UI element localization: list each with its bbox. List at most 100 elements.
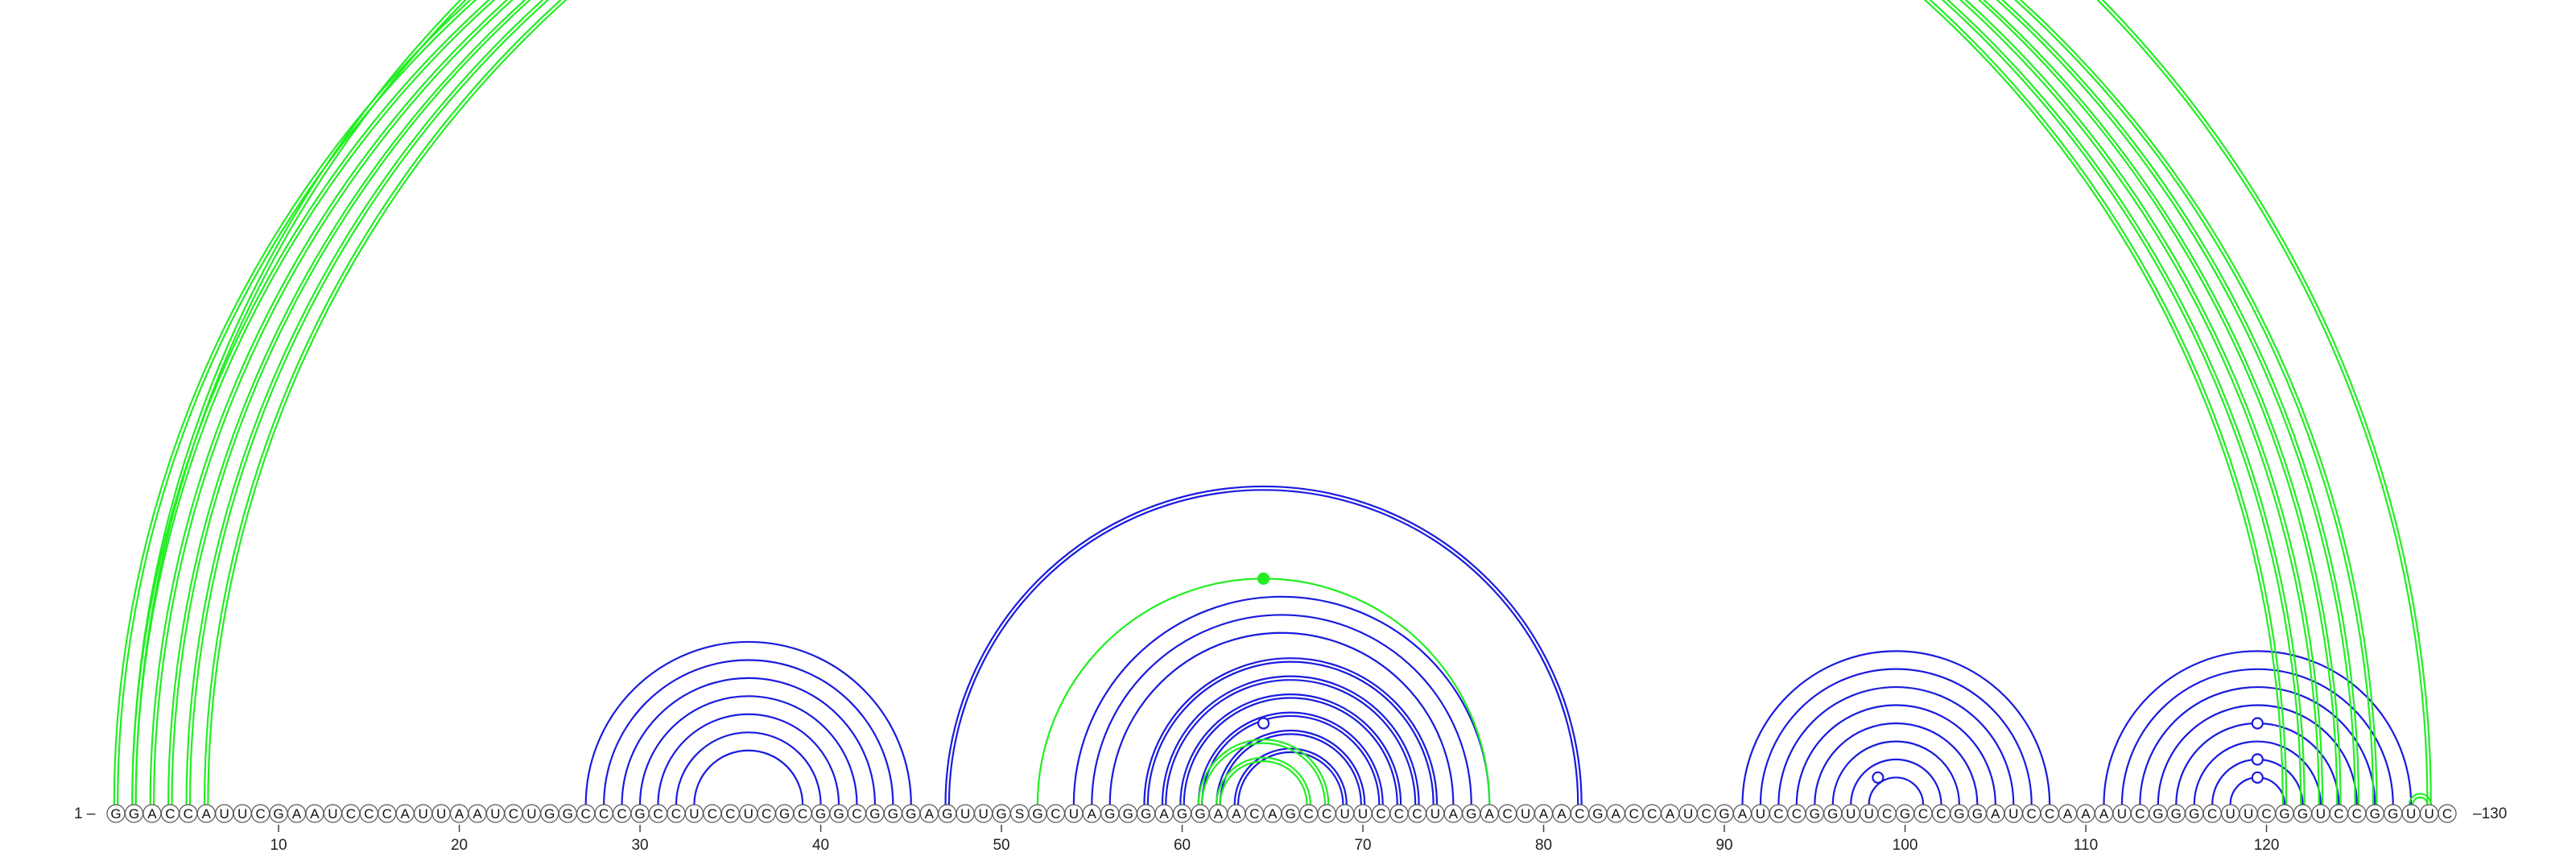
- nucleotide: A: [395, 804, 415, 823]
- nucleotide: A: [142, 804, 162, 823]
- nucleotide: C: [1498, 804, 1517, 823]
- nucleotide: G: [540, 804, 559, 823]
- sequence-start-label: 1 –: [74, 805, 96, 822]
- arc-blue-31-41: [657, 713, 840, 805]
- nucleotide: A: [2076, 804, 2095, 823]
- arc-blue-98-101: [1868, 776, 1925, 805]
- nucleotide: C: [2040, 804, 2059, 823]
- nucleotide: G: [1715, 804, 1734, 823]
- nucleotide-letter: C: [1773, 806, 1783, 822]
- nucleotide-letter: C: [1412, 806, 1422, 822]
- nucleotide: C: [793, 804, 812, 823]
- nucleotide: C: [2438, 804, 2457, 823]
- nucleotide-letter: G: [2189, 806, 2199, 822]
- nucleotide-letter: U: [328, 806, 337, 822]
- nucleotide-letter: G: [1032, 806, 1042, 822]
- nucleotide: U: [431, 804, 451, 823]
- nucleotide: C: [1624, 804, 1644, 823]
- nucleotide-letter: C: [2027, 806, 2037, 822]
- nucleotide-letter: C: [1936, 806, 1946, 822]
- nucleotide-letter: G: [110, 806, 121, 822]
- nucleotide: G: [106, 804, 126, 823]
- nucleotide-letter: U: [526, 806, 536, 822]
- nucleotide-letter: C: [798, 806, 807, 822]
- nucleotide: A: [1552, 804, 1571, 823]
- nucleotide: U: [1353, 804, 1373, 823]
- nucleotide-letter: A: [310, 806, 320, 822]
- arc-blue-33-39: [693, 749, 804, 805]
- nucleotide: C: [1570, 804, 1590, 823]
- arc-blue-29-43: [621, 677, 876, 805]
- nucleotide-letter: U: [2008, 806, 2018, 822]
- nucleotide-letter: C: [708, 806, 717, 822]
- nucleotide: A: [1263, 804, 1282, 823]
- nucleotide-letter: C: [1882, 806, 1892, 822]
- nucleotide-letter: U: [1756, 806, 1765, 822]
- arc-blue-28-44: [603, 659, 894, 805]
- nucleotide-letter: U: [1846, 806, 1856, 822]
- nucleotide-letter: A: [401, 806, 411, 822]
- arc-blue-60-72-1: [1179, 693, 1402, 805]
- nucleotide: A: [449, 804, 469, 823]
- nucleotide-letter: G: [1827, 806, 1838, 822]
- nucleotide-letter: G: [544, 806, 555, 822]
- nucleotide-letter: G: [1466, 806, 1476, 822]
- nucleotide-letter: U: [2406, 806, 2416, 822]
- nucleotide-letter: C: [346, 806, 356, 822]
- nucleotide-letter: A: [1991, 806, 2000, 822]
- arc-blue-32-40: [675, 731, 822, 805]
- nucleotide-letter: A: [2081, 806, 2091, 822]
- pair-marker-icon: [1872, 771, 1885, 784]
- arc-green-61-68-1: [1197, 739, 1330, 805]
- nucleotide-letter: G: [634, 806, 645, 822]
- nucleotide: C: [359, 804, 378, 823]
- nucleotide-letter: C: [725, 806, 735, 822]
- nucleotide-letter: A: [1088, 806, 1097, 822]
- nucleotide-letter: C: [2352, 806, 2362, 822]
- arc-blue-63-69-0: [1237, 751, 1344, 805]
- nucleotide: A: [1227, 804, 1246, 823]
- nucleotide-letter: C: [599, 806, 609, 822]
- nucleotide-letter: G: [815, 806, 826, 822]
- arc-blue-55-76: [1091, 614, 1472, 805]
- nucleotide: A: [287, 804, 307, 823]
- nucleotide: G: [883, 804, 902, 823]
- nucleotide: C: [720, 804, 740, 823]
- nucleotide-letter: U: [1358, 806, 1368, 822]
- nucleotide-letter: C: [1503, 806, 1513, 822]
- nucleotide-letter: U: [490, 806, 500, 822]
- nucleotide-letter: G: [1177, 806, 1187, 822]
- arc-blue-59-73-1: [1161, 675, 1420, 805]
- nucleotide-letter: C: [2045, 806, 2054, 822]
- nucleotide: C: [1046, 804, 1066, 823]
- nucleotide: U: [739, 804, 758, 823]
- nucleotide: G: [1191, 804, 1210, 823]
- nucleotide-letter: G: [1900, 806, 1910, 822]
- arc-green-3-123-0: [153, 0, 2320, 805]
- arc-blue-59-73-0: [1165, 679, 1417, 805]
- nucleotide-letter: C: [165, 806, 175, 822]
- nucleotide: U: [485, 804, 506, 823]
- nucleotide-letter: G: [1972, 806, 1983, 822]
- nucleotide: C: [594, 804, 613, 823]
- nucleotide: C: [576, 804, 596, 823]
- nucleotide: C: [667, 804, 686, 823]
- nucleotide: U: [323, 804, 342, 823]
- nucleotide: C: [1389, 804, 1409, 823]
- arc-green-6-126-0: [207, 0, 2375, 805]
- nucleotide: A: [305, 804, 324, 823]
- tick-label: 70: [1354, 837, 1371, 854]
- arc-green-6-126-1: [203, 0, 2378, 805]
- nucleotide-letter: G: [2388, 806, 2398, 822]
- nucleotide-letter: A: [292, 806, 302, 822]
- nucleotide-letter: A: [473, 806, 482, 822]
- nucleotide-letter: G: [1592, 806, 1603, 822]
- nucleotide: U: [1516, 804, 1535, 823]
- nucleotide: C: [2130, 804, 2149, 823]
- nucleotide: C: [1769, 804, 1788, 823]
- nucleotide: U: [973, 804, 993, 823]
- nucleotide-letter: C: [1051, 806, 1060, 822]
- nucleotide: G: [775, 804, 795, 823]
- nucleotide: U: [2239, 804, 2258, 823]
- nucleotide-letter: G: [2171, 806, 2182, 822]
